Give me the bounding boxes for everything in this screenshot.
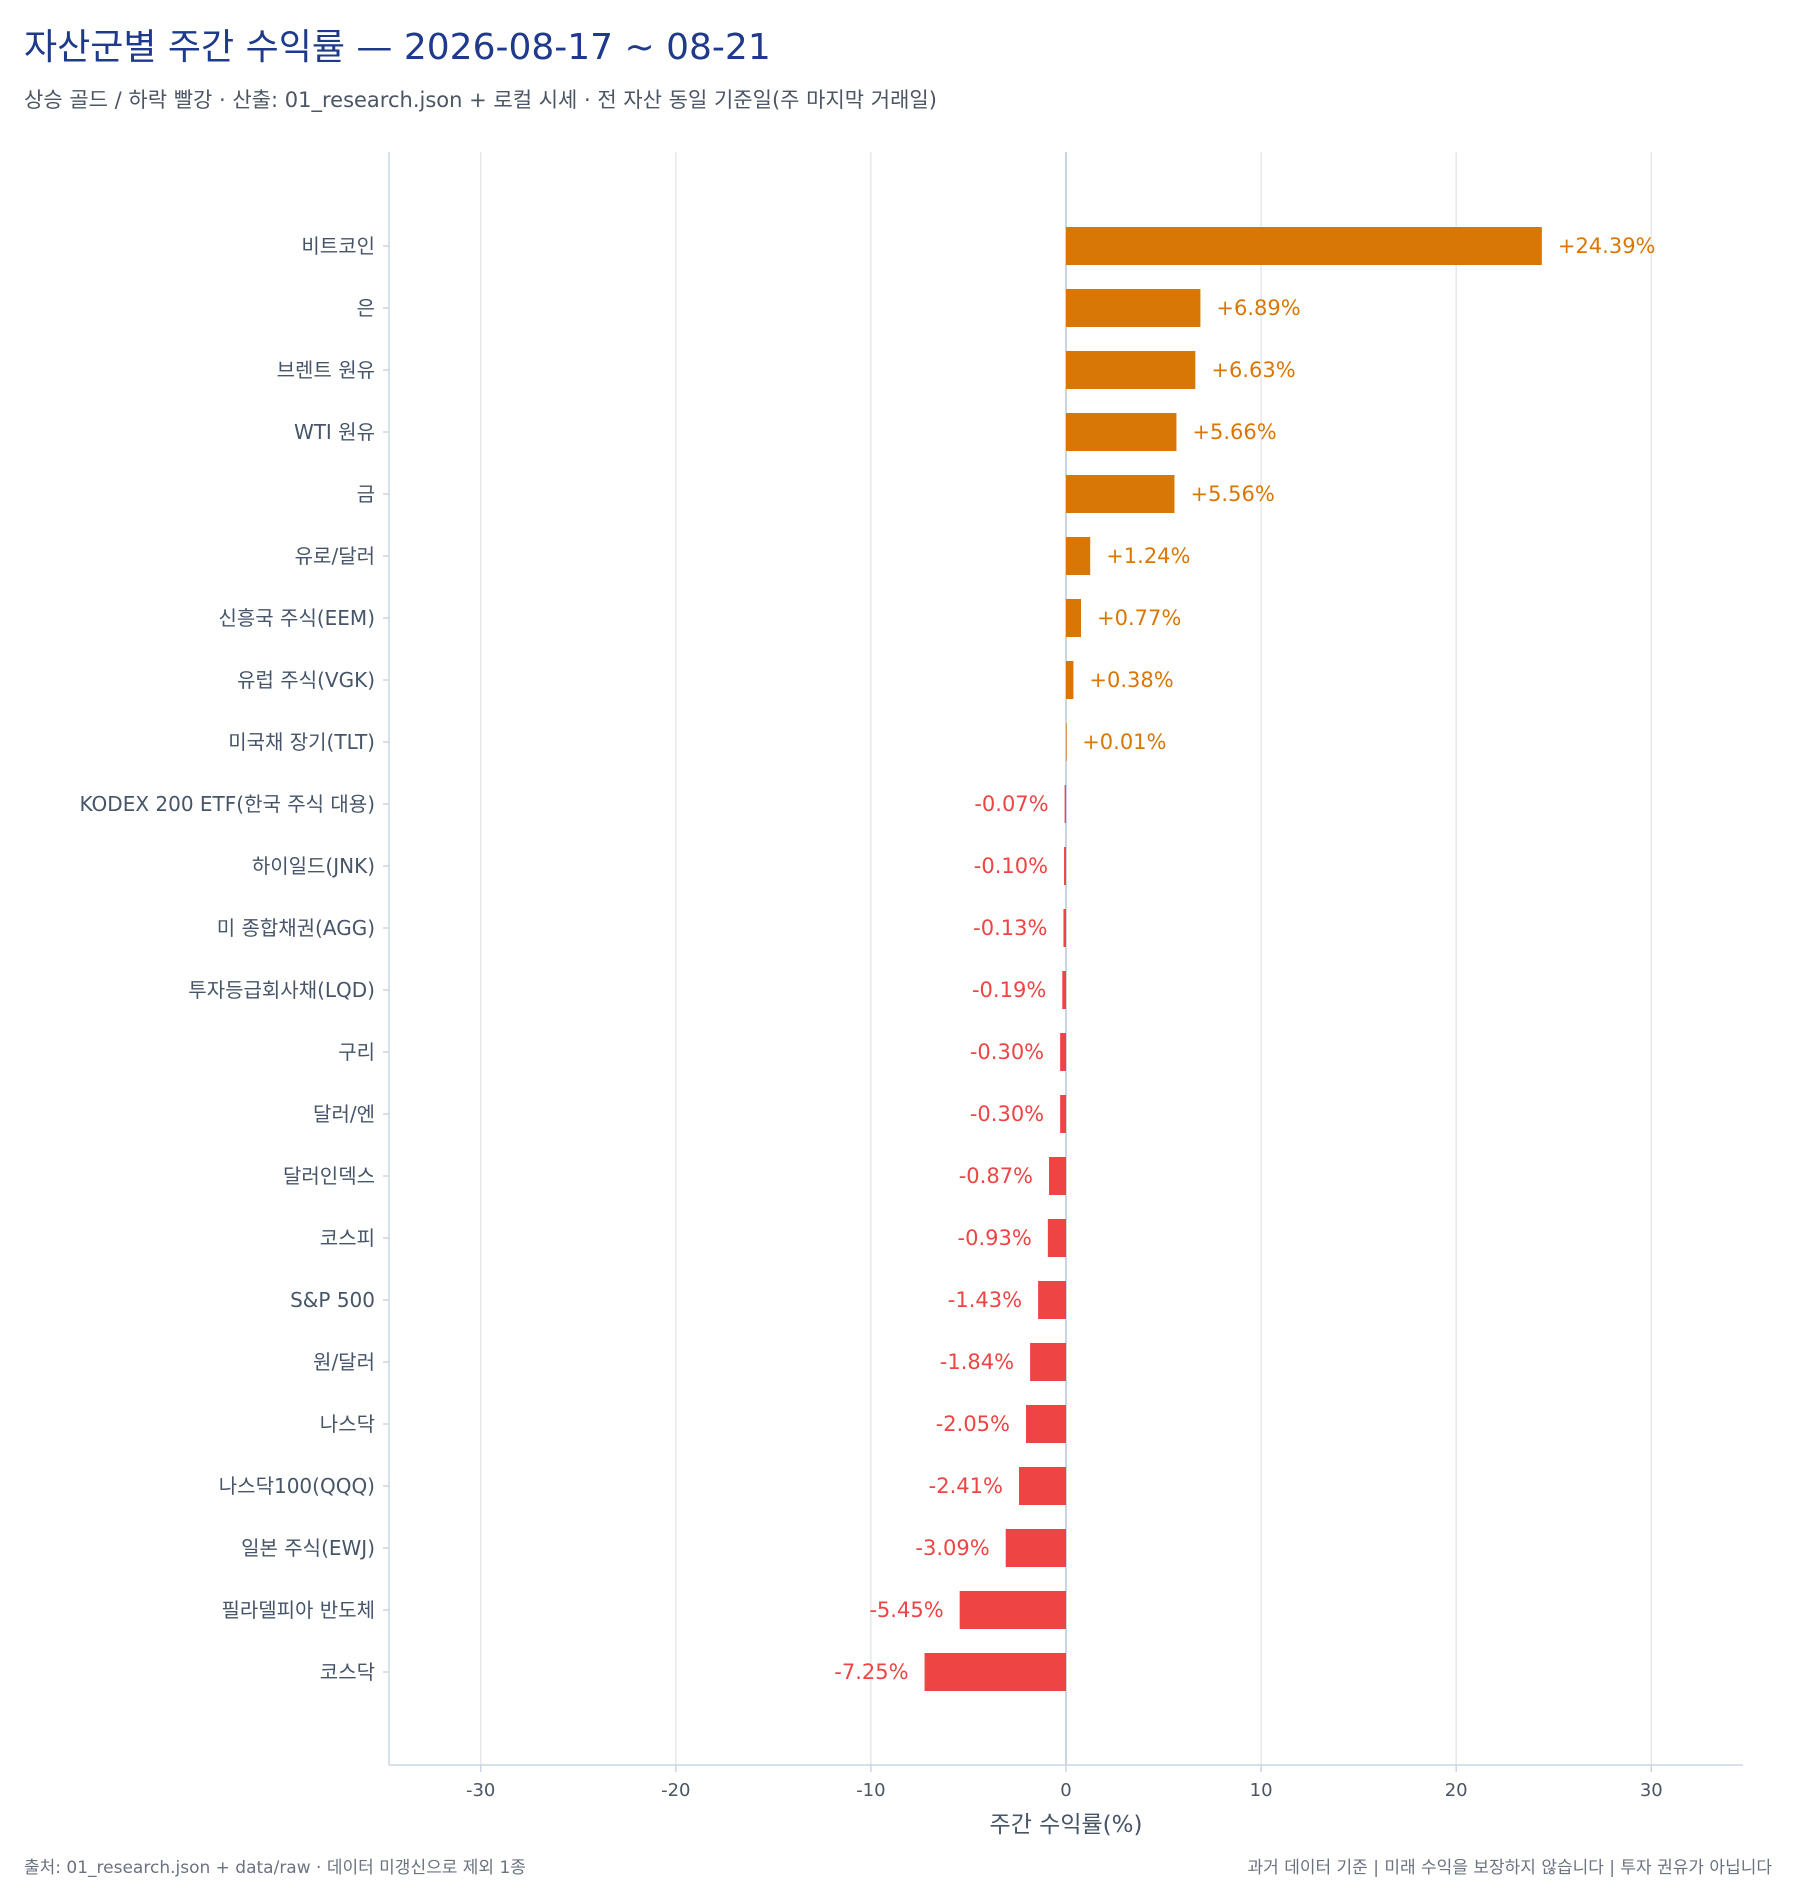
category-label: 브렌트 원유	[277, 358, 375, 382]
x-tick-label: 10	[1250, 1780, 1273, 1801]
category-label: 비트코인	[301, 234, 375, 258]
bar	[1018, 1467, 1066, 1505]
chart-title: 자산군별 주간 수익률 — 2026-08-17 ~ 08-21	[24, 27, 771, 68]
category-label: 코스닥	[320, 1660, 375, 1684]
category-label: 구리	[338, 1040, 375, 1064]
data-label: +0.77%	[1097, 606, 1181, 630]
category-label: 나스닥	[320, 1412, 375, 1436]
data-label: -1.84%	[940, 1350, 1014, 1374]
x-tick-label: 0	[1060, 1780, 1071, 1801]
bar	[1047, 1219, 1066, 1257]
x-tick-label: 20	[1445, 1780, 1468, 1801]
category-label: 미국채 장기(TLT)	[228, 730, 375, 754]
data-label: -5.45%	[869, 1598, 943, 1622]
x-tick-label: -30	[466, 1780, 495, 1801]
bar	[924, 1653, 1066, 1691]
data-label: -0.10%	[974, 854, 1048, 878]
category-label: KODEX 200 ETF(한국 주식 대용)	[80, 792, 375, 816]
bar	[1030, 1343, 1066, 1381]
data-label: -0.30%	[970, 1040, 1044, 1064]
data-label: +6.89%	[1216, 296, 1300, 320]
category-label: 달러인덱스	[283, 1164, 375, 1188]
bar	[1066, 413, 1177, 451]
bar	[1060, 1033, 1066, 1071]
category-label: 코스피	[320, 1226, 375, 1250]
category-label: 투자등급회사채(LQD)	[188, 978, 375, 1002]
bar	[1063, 909, 1066, 947]
data-label: +5.56%	[1190, 482, 1274, 506]
category-label: 필라델피아 반도체	[221, 1598, 375, 1622]
data-label: -0.19%	[972, 978, 1046, 1002]
chart-subtitle: 상승 골드 / 하락 빨강 · 산출: 01_research.json + 로…	[24, 88, 937, 112]
x-tick-label: 30	[1640, 1780, 1663, 1801]
data-label: +0.38%	[1089, 668, 1173, 692]
data-label: -0.13%	[973, 916, 1047, 940]
category-label: 금	[357, 482, 375, 506]
category-label: 유로/달러	[295, 544, 375, 568]
bar	[1066, 537, 1091, 575]
category-label: 하이일드(JNK)	[252, 854, 375, 878]
category-label: 원/달러	[313, 1350, 375, 1374]
x-tick-label: -20	[661, 1780, 690, 1801]
category-label: WTI 원유	[294, 420, 375, 444]
data-label: -2.41%	[929, 1474, 1003, 1498]
data-label: +24.39%	[1558, 234, 1656, 258]
x-axis-title: 주간 수익률(%)	[990, 1812, 1143, 1838]
bar	[1066, 475, 1175, 513]
data-label: +6.63%	[1211, 358, 1295, 382]
disclaimer-note: 과거 데이터 기준 | 미래 수익을 보장하지 않습니다 | 투자 권유가 아닙…	[1247, 1858, 1772, 1878]
category-label: 미 종합채권(AGG)	[217, 916, 375, 940]
category-label: 은	[357, 296, 375, 320]
bar	[1066, 289, 1201, 327]
x-tick-label: -10	[856, 1780, 885, 1801]
axes: -30 -20 -10 0 10 20 30	[388, 152, 1743, 1801]
bar	[1064, 847, 1066, 885]
bar	[1060, 1095, 1066, 1133]
category-label: 신흥국 주식(EEM)	[219, 606, 376, 630]
category-label: S&P 500	[290, 1288, 375, 1312]
bar	[959, 1591, 1066, 1629]
category-label: 유럽 주식(VGK)	[237, 668, 375, 692]
bar	[1066, 227, 1542, 265]
data-label: -1.43%	[948, 1288, 1022, 1312]
data-label: -0.87%	[959, 1164, 1033, 1188]
category-label: 나스닥100(QQQ)	[219, 1474, 375, 1498]
data-labels: +24.39% +6.89% +6.63% +5.66% +5.56% +1.24% +0.…	[834, 234, 1655, 1684]
data-label: -0.07%	[974, 792, 1048, 816]
bar	[1038, 1281, 1066, 1319]
data-label: +5.66%	[1192, 420, 1276, 444]
bar	[1064, 785, 1066, 823]
data-label: -3.09%	[915, 1536, 989, 1560]
category-label: 일본 주식(EWJ)	[241, 1536, 375, 1560]
bar	[1062, 971, 1066, 1009]
data-label: -0.93%	[958, 1226, 1032, 1250]
data-label: +1.24%	[1106, 544, 1190, 568]
source-note: 출처: 01_research.json + data/raw · 데이터 미갱…	[24, 1858, 526, 1878]
bars	[924, 227, 1542, 1691]
bar	[1066, 723, 1067, 761]
bar	[1049, 1157, 1066, 1195]
bar	[1005, 1529, 1066, 1567]
bar	[1066, 661, 1074, 699]
category-label: 달러/엔	[313, 1102, 375, 1126]
data-label: +0.01%	[1082, 730, 1166, 754]
bar	[1066, 351, 1196, 389]
bar	[1066, 599, 1082, 637]
bar	[1026, 1405, 1066, 1443]
data-label: -2.05%	[936, 1412, 1010, 1436]
data-label: -7.25%	[834, 1660, 908, 1684]
data-label: -0.30%	[970, 1102, 1044, 1126]
